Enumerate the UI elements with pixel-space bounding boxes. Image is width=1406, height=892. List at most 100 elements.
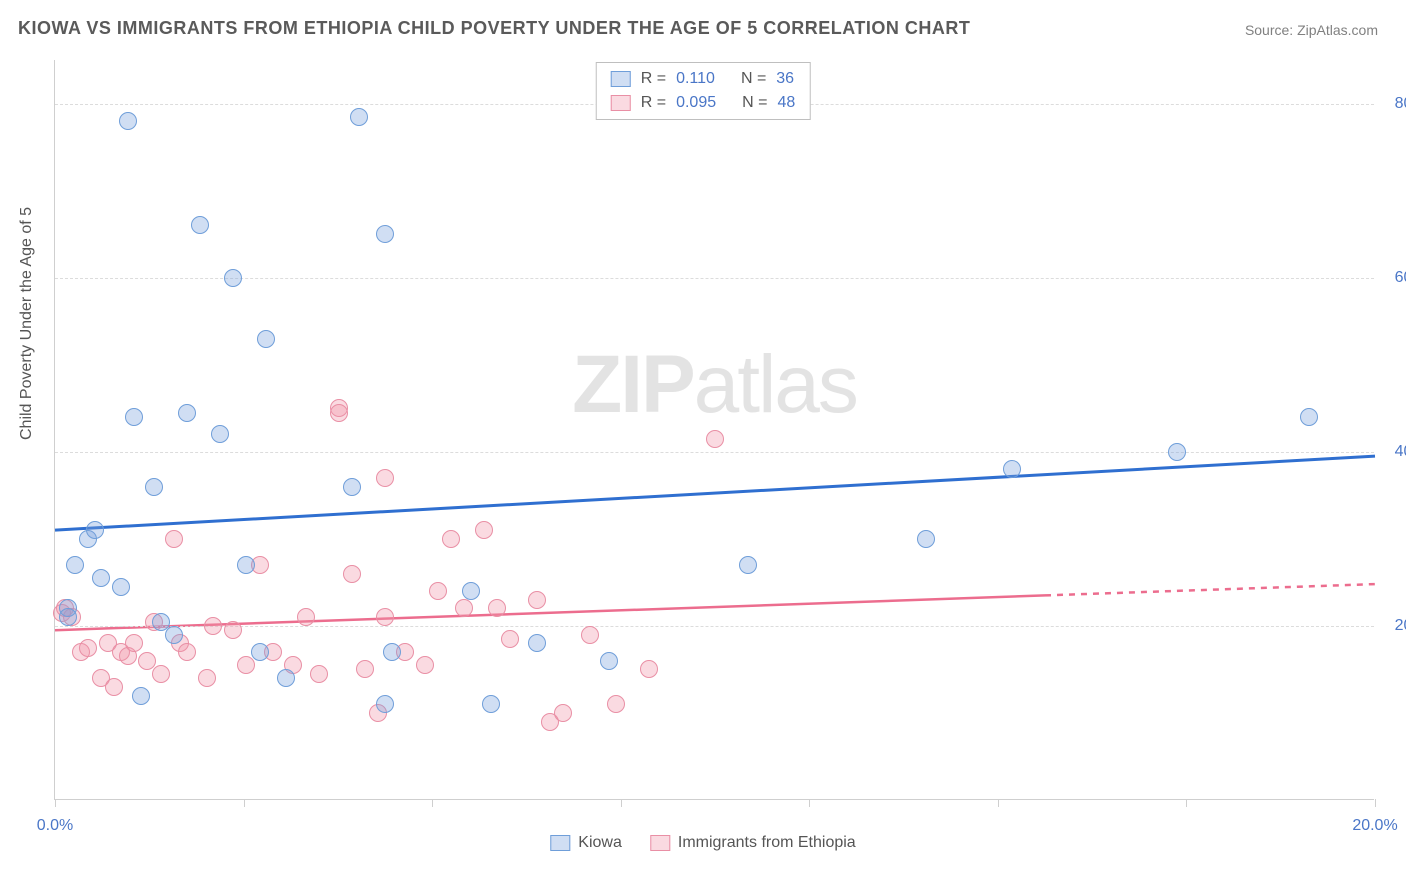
source-attribution: Source: ZipAtlas.com [1245,22,1378,38]
r-value-pink: 0.095 [676,94,716,112]
chart-container: KIOWA VS IMMIGRANTS FROM ETHIOPIA CHILD … [0,0,1406,892]
data-point [429,582,447,600]
swatch-blue-icon [611,71,631,87]
gridline [55,278,1374,279]
data-point [528,591,546,609]
data-point [105,678,123,696]
data-point [112,578,130,596]
data-point [706,430,724,448]
r-value-blue: 0.110 [676,70,715,88]
n-value-blue: 36 [776,70,794,88]
data-point [86,521,104,539]
data-point [310,665,328,683]
data-point [917,530,935,548]
legend-item-kiowa: Kiowa [550,834,622,852]
x-tick-label: 20.0% [1352,817,1397,835]
data-point [442,530,460,548]
data-point [277,669,295,687]
n-label: N = [741,70,766,88]
legend-row-blue: R = 0.110 N = 36 [611,67,796,91]
x-tick [432,799,433,807]
data-point [350,108,368,126]
data-point [237,556,255,574]
data-point [581,626,599,644]
r-label: R = [641,70,666,88]
data-point [125,634,143,652]
data-point [79,639,97,657]
data-point [224,621,242,639]
x-tick [621,799,622,807]
data-point [501,630,519,648]
data-point [455,599,473,617]
data-point [462,582,480,600]
data-point [66,556,84,574]
legend-series: Kiowa Immigrants from Ethiopia [550,834,855,852]
legend-item-ethiopia: Immigrants from Ethiopia [650,834,856,852]
legend-row-pink: R = 0.095 N = 48 [611,91,796,115]
trend-line [1045,584,1375,595]
data-point [376,225,394,243]
data-point [1300,408,1318,426]
data-point [376,695,394,713]
data-point [198,669,216,687]
data-point [482,695,500,713]
legend-correlation: R = 0.110 N = 36 R = 0.095 N = 48 [596,62,811,120]
data-point [224,269,242,287]
data-point [165,530,183,548]
trend-line [55,456,1375,530]
x-tick [244,799,245,807]
data-point [376,469,394,487]
data-point [152,665,170,683]
data-point [607,695,625,713]
data-point [125,408,143,426]
plot-area: ZIPatlas 20.0%40.0%60.0%80.0%0.0%20.0% [54,60,1374,800]
data-point [343,478,361,496]
chart-title: KIOWA VS IMMIGRANTS FROM ETHIOPIA CHILD … [18,18,970,39]
data-point [1003,460,1021,478]
gridline [55,626,1374,627]
data-point [554,704,572,722]
y-tick-label: 60.0% [1395,269,1406,287]
data-point [376,608,394,626]
data-point [92,569,110,587]
data-point [1168,443,1186,461]
data-point [145,478,163,496]
data-point [251,643,269,661]
data-point [59,608,77,626]
y-tick-label: 80.0% [1395,95,1406,113]
data-point [297,608,315,626]
swatch-pink-icon [650,835,670,851]
x-tick [55,799,56,807]
data-point [165,626,183,644]
r-label: R = [641,94,666,112]
swatch-blue-icon [550,835,570,851]
data-point [383,643,401,661]
x-tick-label: 0.0% [37,817,73,835]
legend-label-ethiopia: Immigrants from Ethiopia [678,834,856,852]
data-point [356,660,374,678]
data-point [178,643,196,661]
x-tick [809,799,810,807]
legend-label-kiowa: Kiowa [578,834,622,852]
data-point [343,565,361,583]
data-point [600,652,618,670]
data-point [204,617,222,635]
data-point [191,216,209,234]
data-point [178,404,196,422]
swatch-pink-icon [611,95,631,111]
y-axis-label: Child Poverty Under the Age of 5 [18,207,36,440]
n-value-pink: 48 [777,94,795,112]
data-point [132,687,150,705]
data-point [475,521,493,539]
data-point [528,634,546,652]
x-tick [998,799,999,807]
data-point [257,330,275,348]
y-tick-label: 20.0% [1395,617,1406,635]
data-point [119,112,137,130]
data-point [739,556,757,574]
data-point [211,425,229,443]
data-point [330,404,348,422]
data-point [416,656,434,674]
data-point [488,599,506,617]
y-tick-label: 40.0% [1395,443,1406,461]
